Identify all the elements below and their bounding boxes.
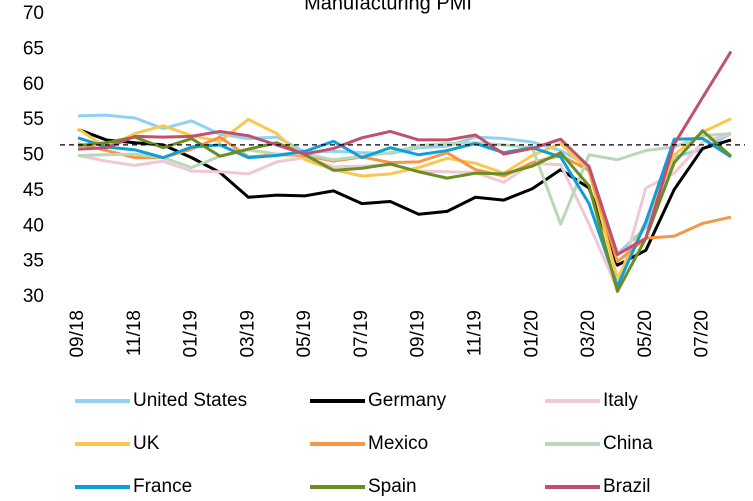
y-tick-label: 45 xyxy=(23,180,44,201)
x-tick-label: 11/18 xyxy=(124,310,145,356)
x-tick-label: 01/20 xyxy=(521,310,542,358)
y-tick-label: 50 xyxy=(23,145,44,166)
legend-label: Mexico xyxy=(368,433,428,454)
legend-label: France xyxy=(133,476,192,497)
legend-label: Italy xyxy=(603,390,638,411)
y-tick-label: 40 xyxy=(23,215,44,236)
series-line xyxy=(77,50,733,257)
legend-label: China xyxy=(603,433,653,454)
series-line xyxy=(77,136,732,288)
legend-label: Germany xyxy=(368,390,447,411)
x-tick-label: 07/19 xyxy=(351,310,372,358)
x-tick-label: 09/19 xyxy=(408,310,429,358)
x-tick-label: 03/19 xyxy=(237,310,258,358)
legend-label: United States xyxy=(133,390,247,411)
y-tick-label: 55 xyxy=(23,109,44,130)
x-tick-label: 01/19 xyxy=(181,310,202,358)
series-line xyxy=(77,135,732,264)
legend-label: Brazil xyxy=(603,476,651,497)
x-tick-label: 03/20 xyxy=(578,310,599,358)
y-tick-label: 30 xyxy=(23,286,44,307)
series-line xyxy=(77,129,733,293)
series-line xyxy=(77,117,732,281)
series-line xyxy=(77,132,732,291)
y-tick-label: 70 xyxy=(23,3,44,24)
chart-title: Manufacturing PMI xyxy=(304,0,472,14)
legend-label: UK xyxy=(133,433,160,454)
legend-label: Spain xyxy=(368,476,417,497)
x-tick-label: 11/19 xyxy=(464,310,485,356)
series-line xyxy=(77,132,732,226)
y-tick-label: 35 xyxy=(23,251,44,272)
x-tick-label: 07/20 xyxy=(692,310,713,358)
series-line xyxy=(77,127,732,267)
y-tick-label: 60 xyxy=(23,74,44,95)
x-tick-label: 09/18 xyxy=(67,310,88,358)
y-tick-label: 65 xyxy=(23,38,44,59)
x-tick-label: 05/20 xyxy=(635,310,656,358)
x-tick-label: 05/19 xyxy=(294,310,315,358)
